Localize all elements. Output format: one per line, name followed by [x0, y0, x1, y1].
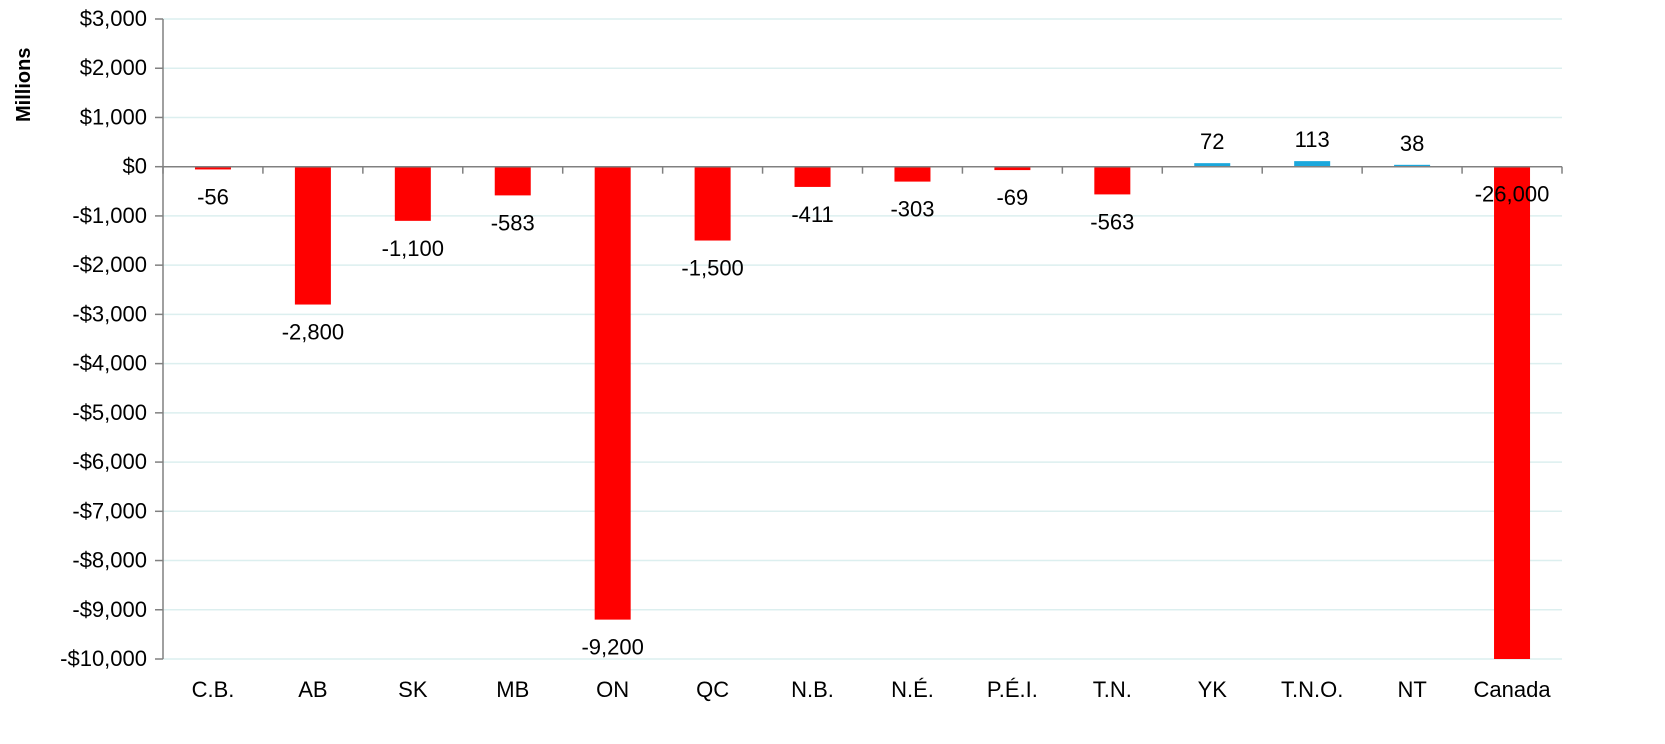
bar-SK — [394, 166, 431, 221]
y-tick-label: -$4,000 — [72, 351, 147, 376]
x-category-label: QC — [696, 677, 729, 702]
x-category-label: C.B. — [192, 677, 235, 702]
y-tick-label: -$1,000 — [72, 203, 147, 228]
x-category-label: NT — [1397, 677, 1426, 702]
y-tick-label: -$5,000 — [72, 400, 147, 425]
x-category-label: T.N.O. — [1281, 677, 1343, 702]
bar-Canada — [1494, 166, 1531, 659]
x-category-labels: C.B. AB SK MB ON QC N.B. N.É. P.É.I. T.N. YK T.N.O.… — [192, 677, 1552, 702]
x-category-label: MB — [496, 677, 529, 702]
bar-QC — [694, 166, 731, 241]
x-category-label: ON — [596, 677, 629, 702]
bar-AB — [294, 166, 331, 305]
gridlines — [163, 18, 1562, 660]
bars — [194, 161, 1531, 659]
y-tick-label: -$3,000 — [72, 301, 147, 326]
data-label: -69 — [996, 185, 1028, 210]
bar-N.B. — [794, 166, 831, 187]
bar-T.N. — [1094, 166, 1131, 195]
data-label: 38 — [1400, 131, 1424, 156]
x-category-label: P.É.I. — [987, 677, 1038, 702]
y-axis-title: Millions — [13, 48, 35, 122]
data-label: -26,000 — [1475, 182, 1550, 207]
y-tick-label: $1,000 — [80, 104, 147, 129]
y-tick-label: $2,000 — [80, 55, 147, 80]
x-category-label: SK — [398, 677, 428, 702]
x-category-label: T.N. — [1093, 677, 1132, 702]
bar-ON — [594, 166, 631, 620]
y-tick-label: -$6,000 — [72, 449, 147, 474]
y-tick-labels: $3,000 $2,000 $1,000 $0 -$1,000 -$2,000 -$3,00… — [60, 6, 147, 671]
y-tick-label: $3,000 — [80, 6, 147, 31]
x-category-label: Canada — [1473, 677, 1551, 702]
bar-YK — [1194, 163, 1231, 167]
x-category-label: N.É. — [891, 677, 934, 702]
bar-N.É. — [894, 166, 931, 182]
data-label: -2,800 — [282, 320, 344, 345]
bar-NT — [1394, 164, 1431, 167]
y-tick-label: -$7,000 — [72, 498, 147, 523]
data-label: -56 — [197, 184, 229, 209]
y-tick-label: -$2,000 — [72, 252, 147, 277]
bar-T.N.O. — [1294, 161, 1331, 167]
data-label: -583 — [491, 210, 535, 235]
y-tick-label: -$8,000 — [72, 548, 147, 573]
bar-P.É.I. — [994, 166, 1031, 171]
bar-C.B. — [194, 166, 231, 170]
x-category-label: YK — [1198, 677, 1228, 702]
data-label: -1,500 — [681, 256, 743, 281]
data-label: 72 — [1200, 129, 1224, 154]
y-tick-label: -$9,000 — [72, 597, 147, 622]
y-tick-label: -$10,000 — [60, 646, 147, 671]
data-label: 113 — [1295, 127, 1330, 152]
bar-MB — [494, 166, 531, 196]
data-labels: -56 -2,800 -1,100 -583 -9,200 -1,500 -411 -303 -… — [197, 127, 1549, 659]
data-label: -411 — [791, 202, 833, 227]
data-label: -1,100 — [382, 236, 444, 261]
data-label: -303 — [890, 197, 934, 222]
y-tick-label: $0 — [123, 154, 147, 179]
x-category-label: AB — [298, 677, 327, 702]
x-category-label: N.B. — [791, 677, 834, 702]
data-label: -9,200 — [581, 635, 643, 660]
data-label: -563 — [1090, 209, 1134, 234]
axes — [155, 18, 1563, 660]
